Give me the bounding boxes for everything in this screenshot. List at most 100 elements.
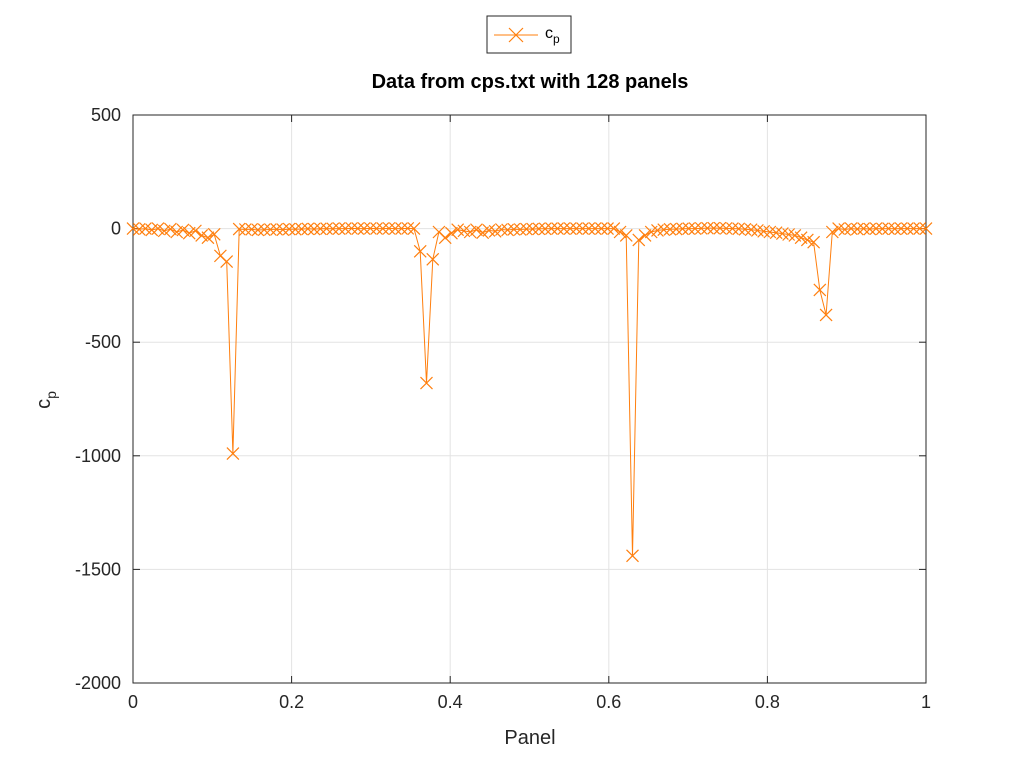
data-point-marker	[164, 222, 177, 236]
data-point-marker	[519, 222, 533, 236]
data-point-marker	[894, 222, 908, 236]
data-point-marker	[757, 224, 771, 238]
data-point-marker	[651, 223, 664, 237]
data-point-marker	[282, 222, 296, 236]
data-point-marker	[307, 222, 321, 236]
y-tick-label: -2000	[75, 673, 121, 693]
data-point-marker	[682, 222, 696, 236]
data-point-marker	[207, 227, 221, 241]
data-point-marker	[526, 222, 540, 236]
data-point-marker	[226, 447, 240, 460]
data-point-marker	[263, 223, 277, 236]
data-point-marker	[326, 222, 340, 236]
legend-label-main: c	[545, 25, 553, 42]
data-point-marker	[251, 223, 265, 237]
data-point-marker	[726, 222, 739, 236]
data-point-marker	[832, 222, 846, 236]
legend-x-marker	[508, 27, 524, 43]
legend-label-subscript: p	[553, 32, 560, 46]
data-point-marker	[688, 222, 702, 236]
data-point-marker	[132, 222, 146, 236]
data-point-marker	[694, 221, 708, 235]
data-point-marker	[332, 222, 346, 236]
y-axis: 500 0 -500 -1000 -1500 -2000	[75, 105, 926, 693]
data-point-marker	[320, 222, 333, 236]
data-point-marker	[744, 223, 758, 237]
data-point-marker	[869, 222, 883, 236]
data-point-marker	[295, 222, 309, 236]
data-point-marker	[719, 221, 733, 235]
data-point-marker	[301, 222, 315, 236]
data-point-marker	[601, 222, 614, 236]
data-point-marker	[569, 222, 583, 236]
data-point-marker	[501, 223, 515, 237]
data-point-marker	[919, 222, 933, 236]
data-point-marker	[850, 222, 864, 236]
data-point-marker	[882, 222, 895, 236]
data-point-marker	[738, 222, 752, 236]
data-point-marker	[176, 223, 190, 237]
data-point-marker	[563, 222, 577, 236]
data-point-marker	[663, 222, 677, 236]
data-point-marker	[626, 549, 639, 563]
data-point-marker	[413, 244, 427, 258]
data-point-marker	[913, 222, 927, 236]
data-point-marker	[401, 221, 415, 235]
data-point-marker	[613, 225, 627, 239]
y-tick-label: -500	[85, 332, 121, 352]
data-point-marker	[819, 308, 833, 322]
data-point-marker	[713, 221, 727, 235]
data-point-marker	[270, 222, 284, 236]
data-point-marker	[238, 223, 252, 236]
data-point-marker	[807, 235, 821, 249]
x-tick-label: 0.4	[438, 692, 463, 712]
data-point-marker	[532, 222, 546, 236]
data-point-marker	[376, 222, 390, 236]
y-tick-label: -1500	[75, 559, 121, 579]
y-axis-label-main: c	[33, 399, 55, 409]
x-axis-label: Panel	[504, 727, 555, 749]
data-point-marker	[888, 222, 902, 236]
data-point-marker	[220, 255, 234, 268]
data-point-marker	[388, 222, 402, 236]
y-axis-label-subscript: p	[43, 391, 59, 399]
data-point-marker	[701, 221, 714, 235]
data-point-marker	[825, 225, 839, 239]
data-point-marker	[632, 233, 646, 247]
data-point-marker	[594, 222, 608, 236]
data-point-marker	[813, 283, 827, 297]
data-point-marker	[582, 222, 596, 236]
data-point-marker	[763, 225, 777, 239]
legend: cp	[486, 15, 572, 54]
data-point-marker	[538, 222, 552, 236]
data-point-marker	[507, 222, 521, 236]
data-point-marker	[495, 223, 508, 236]
data-point-marker	[863, 222, 877, 236]
data-point-marker	[657, 223, 671, 237]
data-point-marker	[513, 223, 527, 236]
data-point-marker	[607, 222, 621, 236]
y-tick-label: -1000	[75, 446, 121, 466]
data-point-marker	[907, 222, 920, 236]
data-point-marker	[201, 231, 215, 245]
data-point-marker	[357, 222, 371, 236]
y-axis-label: cp	[33, 391, 59, 409]
series-cp	[126, 221, 933, 563]
data-point-marker	[707, 221, 721, 235]
data-point-marker	[732, 222, 746, 236]
data-point-marker	[445, 226, 458, 240]
data-point-marker	[288, 222, 302, 236]
data-point-marker	[875, 222, 889, 236]
x-tick-label: 1	[921, 692, 931, 712]
data-point-marker	[382, 221, 396, 235]
data-point-marker	[188, 224, 202, 238]
chart-title: Data from cps.txt with 128 panels	[372, 71, 689, 93]
data-point-marker	[232, 222, 246, 236]
data-point-marker	[351, 222, 365, 236]
data-point-marker	[900, 222, 914, 236]
data-point-marker	[676, 222, 689, 236]
data-point-marker	[470, 223, 483, 237]
x-tick-label: 0	[128, 692, 138, 712]
